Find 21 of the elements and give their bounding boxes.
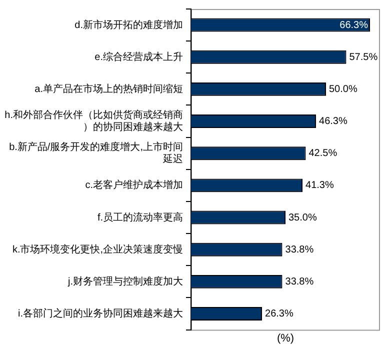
data-label: 46.3% <box>319 116 348 128</box>
y-tick-label: h.和外部合作伙伴（比如供货商或经销商）的协同困难越来越大 <box>4 109 183 134</box>
data-label: 26.3% <box>265 308 294 320</box>
data-label: 41.3% <box>306 180 334 192</box>
y-tick-label: k.市场环境变化更快,企业决策速度变慢 <box>12 243 183 256</box>
y-tick-label: f.员工的流动率更高 <box>97 211 183 224</box>
y-tick-label: i.各部门之间的业务协同困难越来越大 <box>18 308 183 320</box>
data-label: 66.3% <box>340 20 368 31</box>
data-label: 42.5% <box>308 148 338 160</box>
x-axis-title: (%) <box>276 332 294 344</box>
y-tick-label: j.财务管理与控制难度加大 <box>67 275 183 288</box>
y-tick-label: d.新市场开拓的难度增加 <box>74 18 183 31</box>
y-tick-label: a.单产品在市场上的热销时间缩短 <box>34 82 183 95</box>
data-label: 35.0% <box>288 212 317 224</box>
y-tick-label: b.新产品/服务开发的难度增大,上市时间延迟 <box>9 141 183 166</box>
data-label: 33.8% <box>285 244 314 256</box>
data-label: 33.8% <box>285 276 314 288</box>
data-label: 57.5% <box>349 52 378 63</box>
y-tick-label: e.综合经营成本上升 <box>94 50 183 63</box>
data-label: 50.0% <box>329 84 358 95</box>
y-tick-label: c.老客户维护成本增加 <box>85 179 183 192</box>
